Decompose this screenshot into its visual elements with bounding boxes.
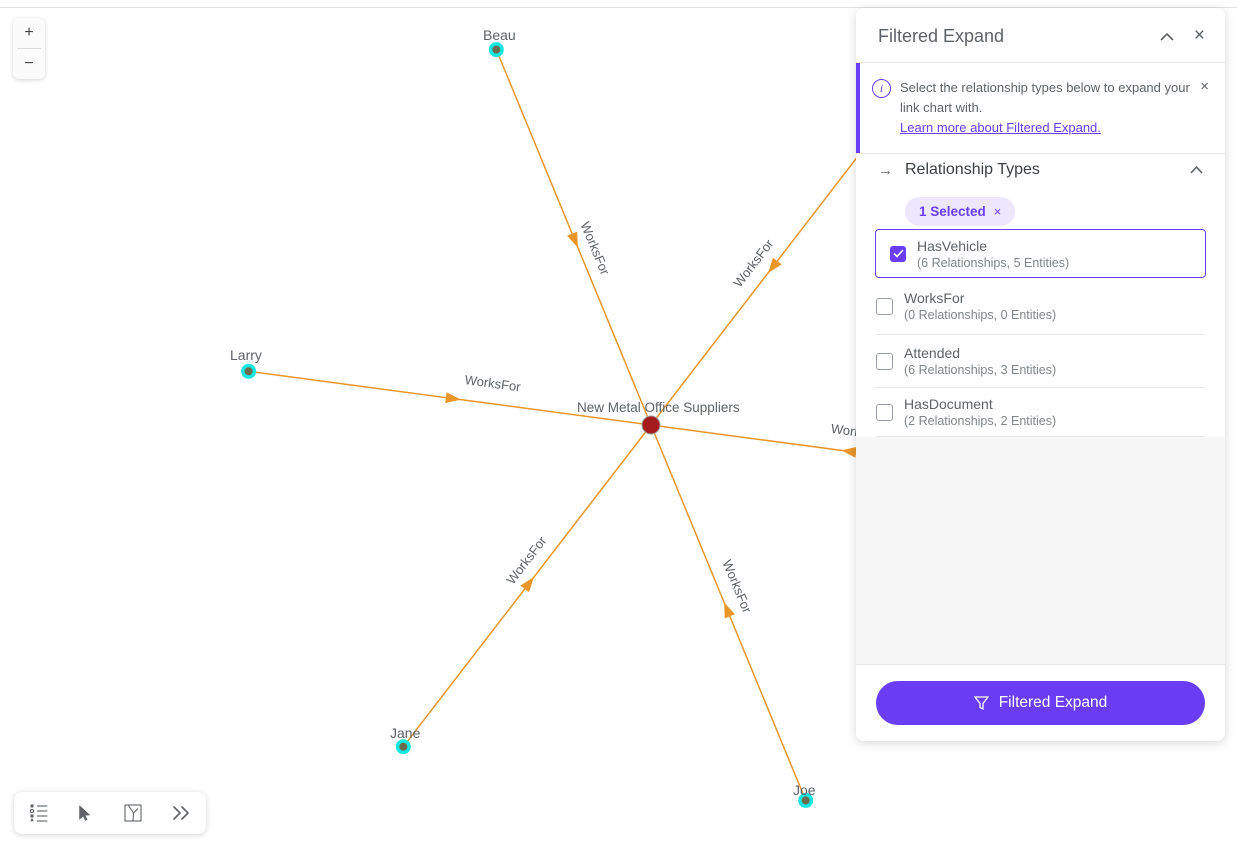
svg-text:WorksFor: WorksFor (503, 533, 550, 587)
svg-text:Joe: Joe (793, 782, 816, 798)
svg-text:Jane: Jane (390, 725, 421, 741)
svg-text:WorksFor: WorksFor (578, 219, 613, 277)
svg-text:New Metal Office Suppliers: New Metal Office Suppliers (577, 400, 740, 415)
svg-text:Larry: Larry (230, 347, 262, 363)
svg-text:WorksFor: WorksFor (730, 236, 777, 290)
svg-text:Beau: Beau (483, 27, 516, 43)
svg-text:WorksFor: WorksFor (464, 372, 522, 394)
